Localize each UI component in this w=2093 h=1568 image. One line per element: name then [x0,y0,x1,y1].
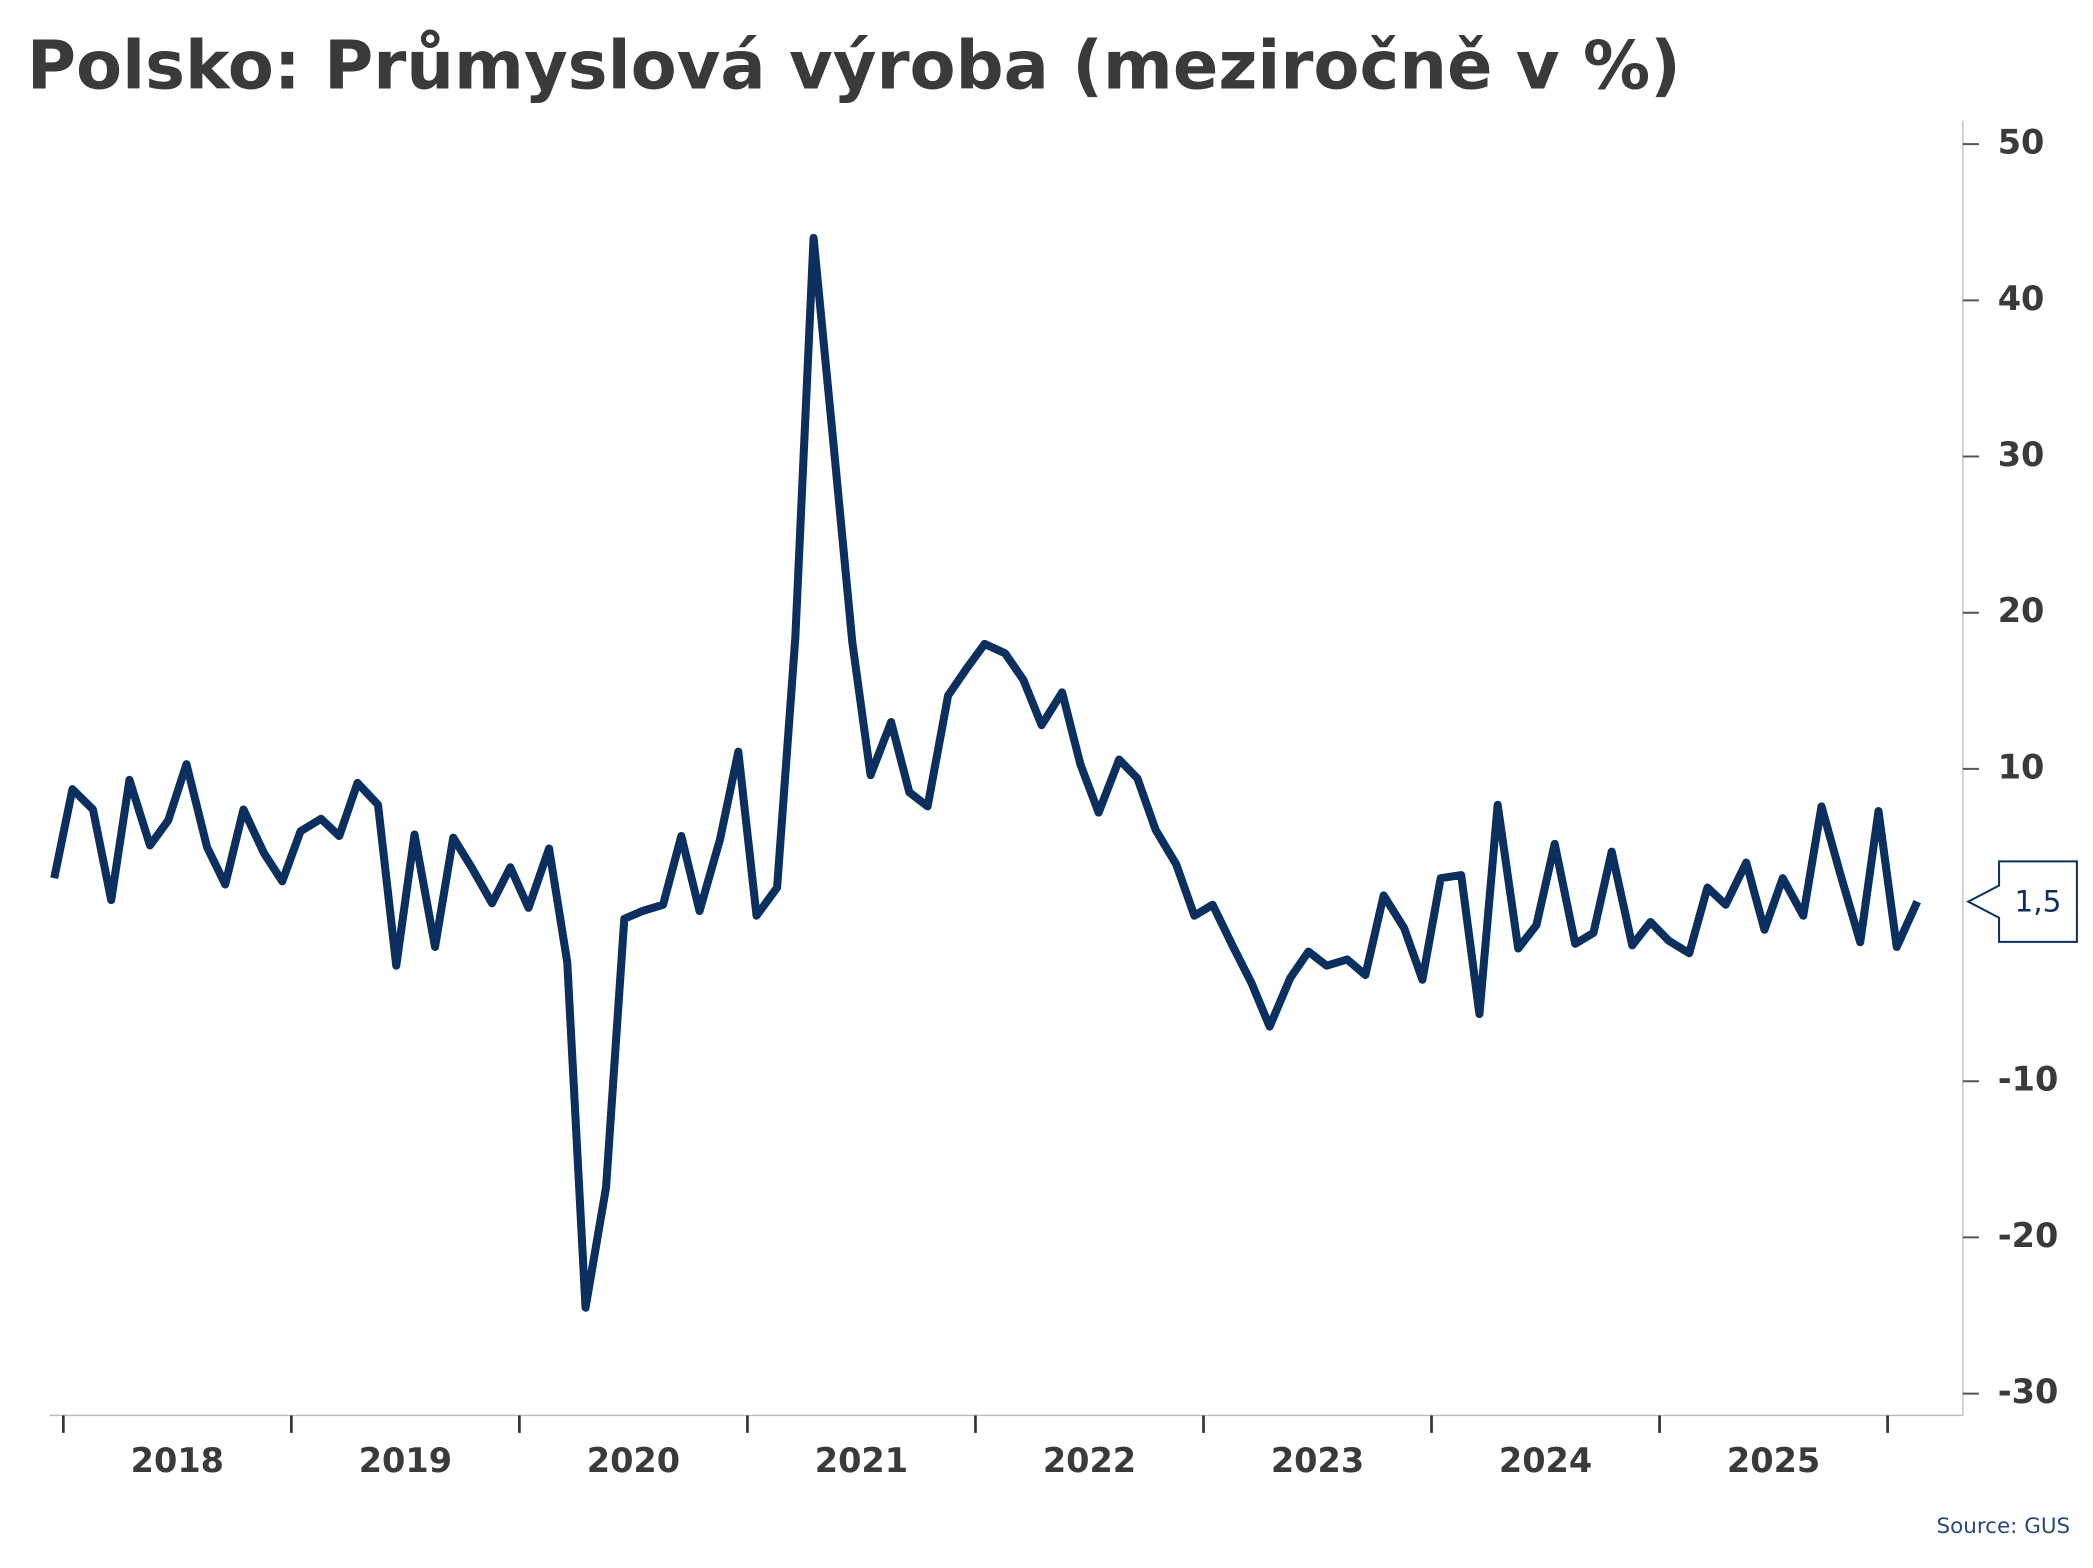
x-tick-label: 2018 [131,1441,224,1480]
line-series [50,233,1921,1312]
x-tick-label: 2022 [1043,1441,1136,1480]
x-tick-label: 2020 [587,1441,680,1480]
source: Source: GUS [1937,1514,2071,1539]
x-tick-label: 2019 [359,1441,452,1480]
y-tick-label: 50 [1998,123,2045,162]
y-tick-label: -20 [1998,1216,2059,1255]
y-tick-label: -10 [1998,1060,2059,1099]
y-tick-label: 40 [1998,279,2045,318]
value-label: 1,5 [2015,884,2062,918]
y-tick-label: 30 [1998,435,2045,474]
y-tick-label: -30 [1998,1372,2059,1411]
y-tick-label: 10 [1998,747,2045,786]
x-tick-label: 2023 [1271,1441,1364,1480]
y-tick-label: 20 [1998,591,2045,630]
x-tick-label: 2024 [1499,1441,1592,1480]
chart-title: Polsko: Průmyslová výroba (meziročně v %… [27,26,1681,104]
x-tick-label: 2025 [1727,1441,1820,1480]
x-tick-label: 2021 [815,1441,908,1480]
value-callout [1966,860,2078,943]
